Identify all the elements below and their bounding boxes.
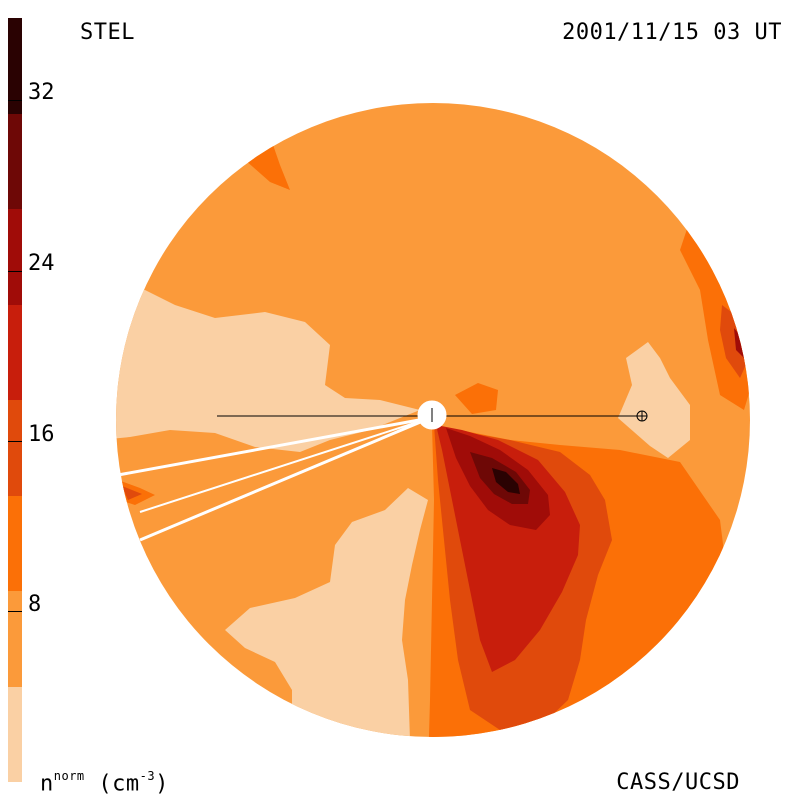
data-gap-streak: [139, 416, 431, 542]
timestamp-label: 2001/11/15 03 UT: [562, 20, 782, 45]
credit-label: CASS/UCSD: [616, 770, 740, 795]
colorbar-tick-mark: [8, 441, 22, 442]
colorbar-segment: [8, 18, 22, 114]
medium-density-blob-near-sun: [455, 383, 498, 414]
colorbar-tick-mark: [8, 271, 22, 272]
colorbar-segment: [8, 113, 22, 209]
unit-superscript: norm: [53, 769, 85, 783]
colorbar-tick-label: 24: [28, 251, 55, 276]
colorbar-tick-mark: [8, 100, 22, 101]
low-density-region-west: [116, 285, 420, 452]
east-limb-dense-spot: [734, 328, 744, 358]
unit-base: n: [40, 771, 54, 797]
unit-exponent: -3: [139, 769, 156, 783]
colorbar-segment: [8, 209, 22, 305]
unit-rest: (cm: [84, 771, 140, 797]
data-gap-streak: [117, 416, 431, 477]
colorbar-tick-mark: [8, 611, 22, 612]
low-density-region-southwest: [225, 488, 428, 737]
source-label: STEL: [80, 20, 135, 45]
cme-core: [492, 468, 520, 494]
west-limb-density-core: [122, 486, 142, 500]
colorbar-segment: [8, 686, 22, 782]
colorbar-segment: [8, 591, 22, 687]
colorbar-tick-label: 16: [28, 422, 55, 447]
data-gap-streak: [139, 417, 431, 513]
colorbar-segment: [8, 304, 22, 400]
earth-symbol: [636, 410, 648, 422]
unit-label: nnorm (cm-3): [40, 769, 169, 797]
colorbar: [8, 18, 22, 782]
colorbar-tick-label: 8: [28, 592, 42, 617]
density-contours: [116, 103, 750, 737]
unit-close: ): [155, 771, 169, 797]
colorbar-segment: [8, 495, 22, 591]
low-density-region-east: [618, 342, 690, 458]
colorbar-tick-label: 32: [28, 80, 55, 105]
colorbar-segment: [8, 400, 22, 496]
